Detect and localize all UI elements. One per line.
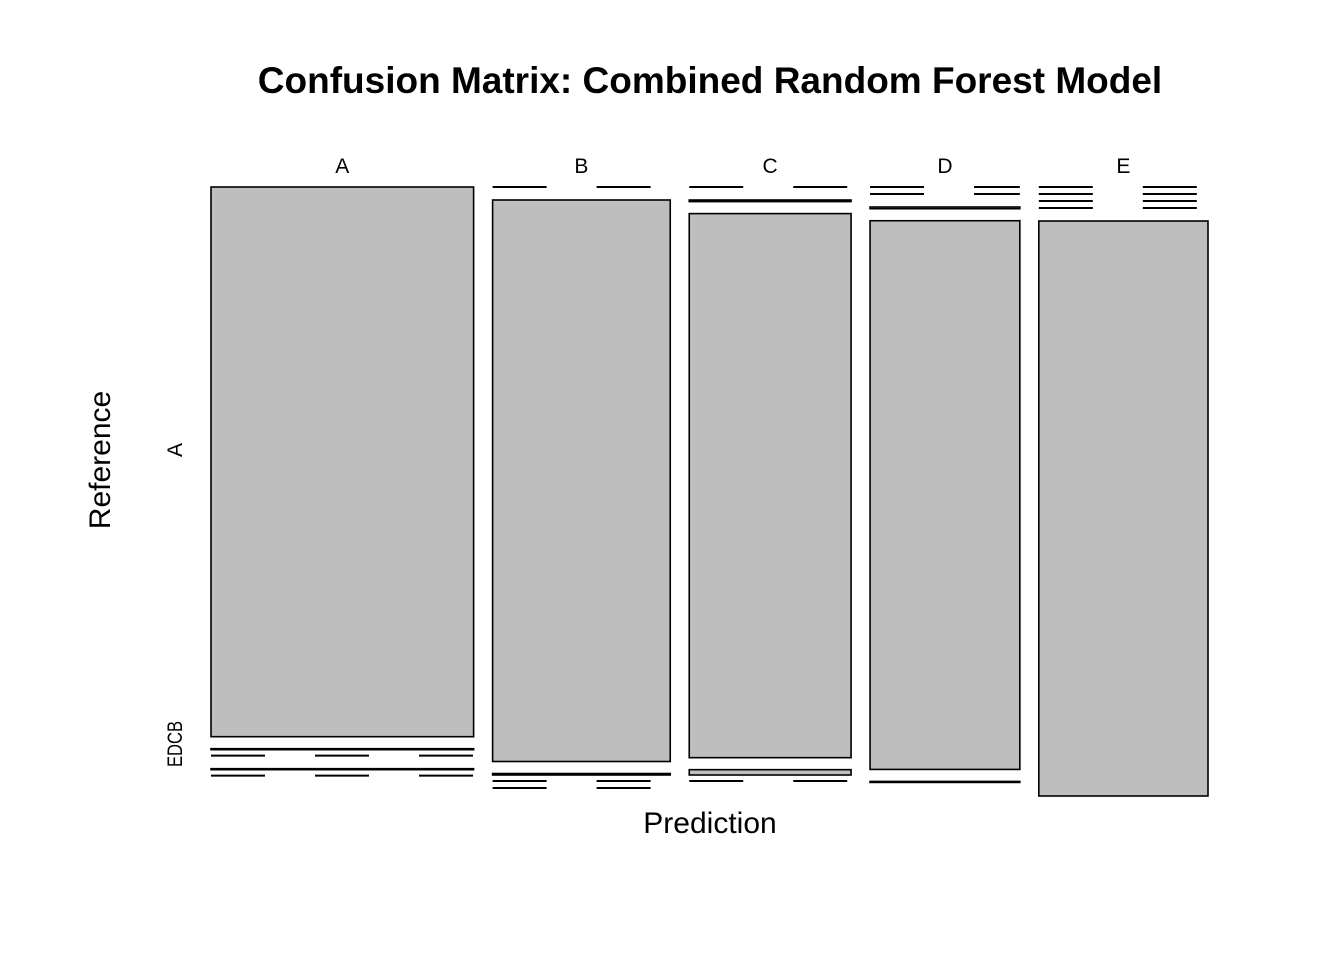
cell-c-b	[688, 199, 852, 203]
x-tick-label-e: E	[1116, 155, 1130, 178]
cell-d-c	[869, 206, 1021, 210]
x-tick-label-c: C	[763, 155, 778, 178]
cell-d-d	[869, 219, 1021, 771]
cell-a-b	[210, 747, 475, 751]
chart-title: Confusion Matrix: Combined Random Forest…	[258, 60, 1162, 101]
mosaic-marks	[210, 186, 1209, 797]
cell-a-a	[210, 186, 475, 738]
cell-a-d	[210, 767, 475, 771]
cell-e-e	[1038, 220, 1209, 797]
y-tick-label-a: A	[164, 443, 187, 457]
cell-c-d	[688, 768, 852, 776]
x-tick-label-d: D	[937, 155, 952, 178]
cell-d-e	[869, 780, 1021, 784]
cell-c-c	[688, 212, 852, 759]
y-tick-label-edcb: EDCB	[164, 721, 187, 767]
x-axis-label: Prediction	[643, 807, 776, 840]
y-axis-label: Reference	[84, 391, 117, 529]
cell-b-b	[491, 199, 672, 763]
x-tick-label-a: A	[335, 155, 349, 178]
x-tick-label-b: B	[574, 155, 588, 178]
cell-b-c	[491, 772, 672, 776]
